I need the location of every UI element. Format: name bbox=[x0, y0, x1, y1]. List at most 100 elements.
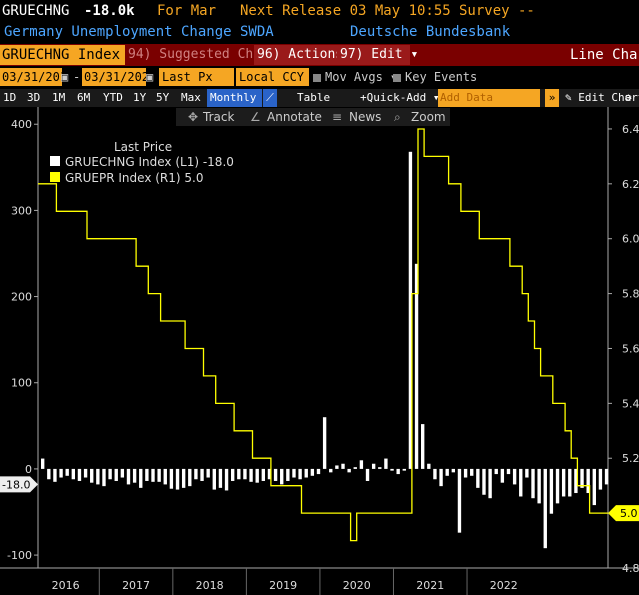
news-icon[interactable]: ≡ bbox=[332, 110, 342, 124]
bar bbox=[341, 463, 345, 469]
mov-avgs-toggle[interactable]: Mov Avgs ▾ bbox=[313, 68, 397, 86]
range-5y[interactable]: 5Y bbox=[156, 91, 170, 104]
right-tick-label: 4.8 bbox=[622, 562, 639, 575]
bar bbox=[402, 468, 406, 471]
start-date-input[interactable]: 03/31/2016 bbox=[0, 68, 75, 86]
edit-menu[interactable]: 97) Edit ▾ bbox=[337, 45, 418, 65]
right-tick-label: 5.8 bbox=[622, 288, 639, 301]
chart-area: ✥ Track ∠ Annotate ≡ News ⌕ Zoom Last Pr… bbox=[0, 107, 639, 595]
bar bbox=[543, 468, 547, 549]
track-button[interactable]: Track bbox=[202, 110, 234, 124]
suggested-charts-menu[interactable]: 94) Suggested Charts bbox=[128, 47, 285, 62]
range-1y[interactable]: 1Y bbox=[133, 91, 147, 104]
bar bbox=[83, 468, 88, 478]
security-field[interactable]: GRUECHNG Index bbox=[0, 45, 125, 65]
bar bbox=[549, 468, 554, 514]
bar bbox=[451, 468, 456, 473]
crosshair-icon[interactable]: ✥ bbox=[188, 110, 198, 124]
chart-tools-bar: ✥ Track ∠ Annotate ≡ News ⌕ Zoom bbox=[176, 108, 450, 126]
data-source: Deutsche Bundesbank bbox=[350, 24, 511, 40]
bar bbox=[231, 468, 235, 481]
checkbox-icon bbox=[393, 73, 401, 82]
period: For Mar bbox=[157, 3, 217, 19]
bar bbox=[580, 468, 584, 488]
bar bbox=[114, 468, 118, 481]
range-toolbar: 1D 3D 1M 6M YTD 1Y 5Y Max Monthly ▾ ⟋ Ta… bbox=[0, 89, 639, 107]
currency-select[interactable]: Local CCY bbox=[236, 68, 309, 86]
bar bbox=[512, 468, 517, 485]
zoom-button[interactable]: Zoom bbox=[411, 110, 446, 124]
edit-chart-button[interactable]: ✎ Edit Chart bbox=[565, 91, 639, 104]
legend-item-gruepr: GRUEPR Index (R1) 5.0 bbox=[65, 171, 203, 185]
line-series-gruepr bbox=[38, 128, 608, 542]
range-max[interactable]: Max bbox=[181, 91, 201, 104]
bar bbox=[151, 468, 155, 482]
annotate-button[interactable]: Annotate bbox=[267, 110, 322, 124]
survey: Survey -- bbox=[459, 3, 535, 19]
bar bbox=[371, 463, 376, 469]
bar bbox=[96, 468, 100, 485]
line-chart-icon[interactable]: ⟋ bbox=[263, 89, 277, 107]
bar bbox=[206, 468, 210, 478]
bar bbox=[200, 468, 204, 481]
field-select[interactable]: Last Px bbox=[159, 68, 234, 86]
bar bbox=[537, 468, 541, 504]
header-bar: GRUECHNG -18.0k For Mar Next Release 03 … bbox=[0, 0, 639, 22]
range-6m[interactable]: 6M bbox=[77, 91, 91, 104]
x-tick-label: 2018 bbox=[196, 579, 224, 592]
add-data-input[interactable]: Add Data bbox=[438, 89, 540, 107]
bar bbox=[157, 468, 161, 482]
zoom-icon[interactable]: ⌕ bbox=[394, 110, 401, 124]
range-1d[interactable]: 1D bbox=[3, 91, 17, 104]
bar bbox=[53, 468, 57, 482]
bar bbox=[273, 468, 278, 481]
key-events-toggle[interactable]: Key Events bbox=[393, 68, 477, 86]
calendar-icon[interactable]: ▣ bbox=[61, 70, 69, 84]
bar bbox=[476, 468, 480, 488]
x-tick-label: 2017 bbox=[122, 579, 150, 592]
quick-add-button[interactable]: +Quick-Add ▾ bbox=[360, 91, 440, 104]
bar bbox=[120, 468, 125, 478]
actions-menu[interactable]: 96) Actions ▾ bbox=[254, 45, 359, 65]
bar bbox=[126, 468, 131, 485]
news-button[interactable]: News bbox=[349, 110, 381, 124]
double-chevron-icon[interactable]: » bbox=[545, 89, 559, 107]
date-separator: - bbox=[73, 70, 81, 84]
bar bbox=[574, 468, 578, 494]
right-tick-label: 5.2 bbox=[622, 452, 639, 465]
gear-icon[interactable]: ⚙ bbox=[625, 91, 632, 104]
bar bbox=[175, 468, 180, 490]
annotate-icon[interactable]: ∠ bbox=[250, 110, 261, 124]
bar bbox=[353, 467, 357, 469]
bar bbox=[132, 468, 137, 483]
bar bbox=[561, 468, 566, 497]
range-ytd[interactable]: YTD bbox=[103, 91, 123, 104]
bar bbox=[488, 468, 492, 499]
bar bbox=[90, 468, 94, 483]
bar bbox=[212, 468, 216, 490]
bar bbox=[427, 463, 431, 469]
range-1m[interactable]: 1M bbox=[52, 91, 66, 104]
bar bbox=[414, 263, 419, 469]
bar bbox=[65, 468, 69, 476]
main-toolbar: GRUECHNG Index 94) Suggested Charts 96) … bbox=[0, 44, 639, 66]
frequency-select[interactable]: Monthly ▾ bbox=[207, 89, 270, 107]
bar bbox=[255, 468, 259, 483]
bar bbox=[384, 458, 388, 469]
end-date-input[interactable]: 03/31/2022 bbox=[82, 68, 157, 86]
bar bbox=[280, 468, 284, 485]
range-3d[interactable]: 3D bbox=[27, 91, 41, 104]
right-tick-label: 6.2 bbox=[622, 178, 639, 191]
bar bbox=[108, 468, 112, 480]
calendar-icon[interactable]: ▣ bbox=[146, 70, 154, 84]
pencil-icon: ✎ bbox=[565, 91, 572, 104]
current-value: -18.0k bbox=[84, 3, 135, 19]
right-tick-label: 5.6 bbox=[622, 342, 639, 355]
table-button[interactable]: Table bbox=[297, 91, 331, 104]
bar bbox=[525, 468, 529, 478]
bar bbox=[267, 468, 272, 480]
checkbox-icon bbox=[313, 73, 321, 82]
bar bbox=[286, 468, 290, 481]
legend-item-gruechng: GRUECHNG Index (L1) -18.0 bbox=[65, 155, 234, 169]
legend: Last Price GRUECHNG Index (L1) -18.0 GRU… bbox=[50, 140, 234, 185]
